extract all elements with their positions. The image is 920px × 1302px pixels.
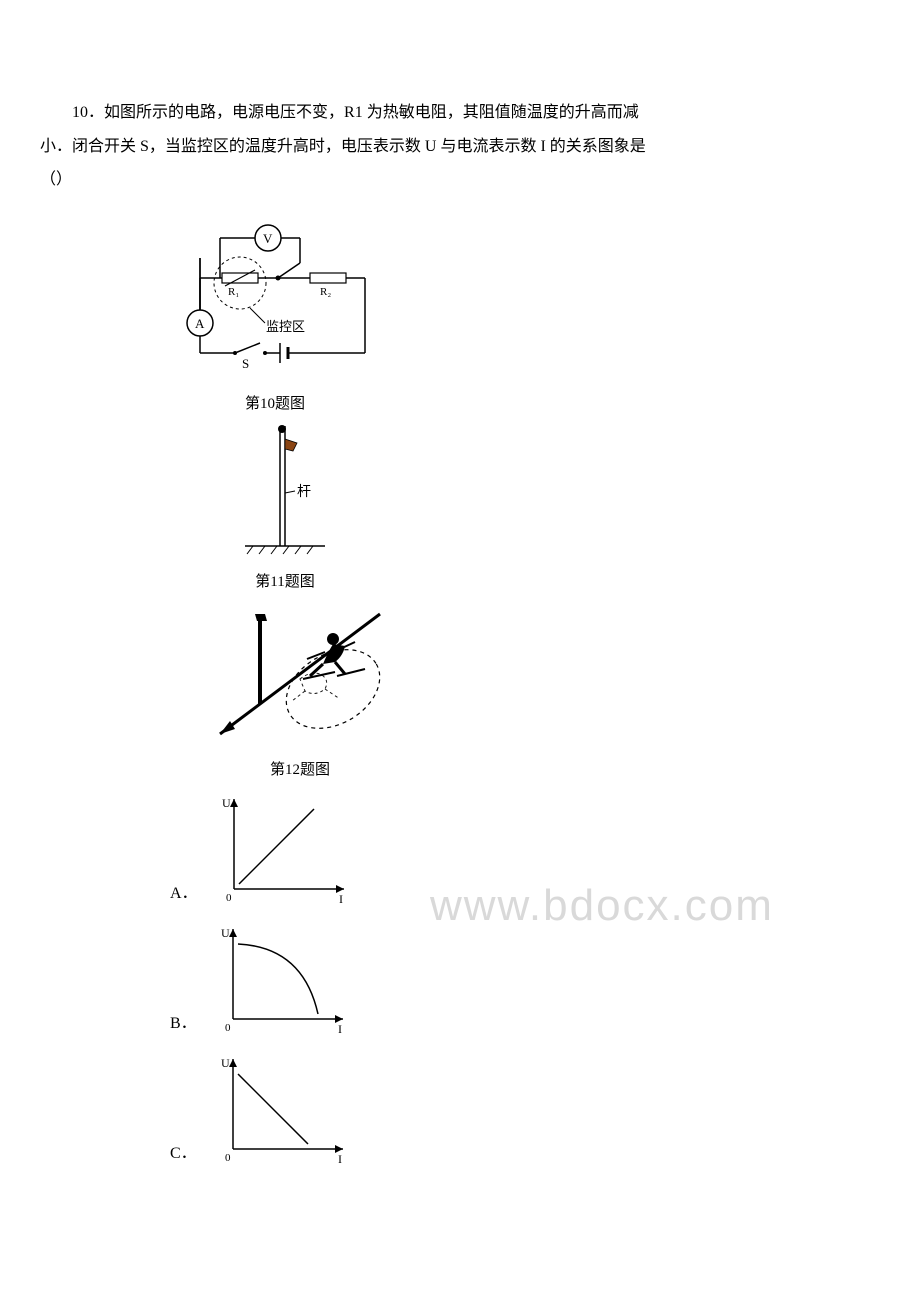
option-b-label: B． (170, 1009, 197, 1039)
option-a-label: A． (170, 879, 198, 909)
y-axis-label: U (221, 926, 230, 940)
circuit-diagram-icon: S A R₁ (170, 213, 380, 383)
question-line1: 如图所示的电路，电源电压不变，R1 为热敏电阻，其阻值随温度的升高而减 (104, 104, 639, 121)
figure-10: S A R₁ (170, 213, 880, 413)
graph-c-icon: U I 0 (203, 1049, 353, 1169)
question-text: 10．如图所示的电路，电源电压不变，R1 为热敏电阻，其阻值随温度的升高而减 (40, 100, 880, 126)
x-axis-label: I (339, 892, 343, 906)
figure-12: 第12题图 (205, 599, 880, 779)
origin-label: 0 (225, 1022, 231, 1034)
switch-label: S (242, 356, 249, 371)
x-axis-label: I (338, 1022, 342, 1036)
ammeter-label: A (195, 316, 205, 331)
graph-b-icon: U I 0 (203, 919, 353, 1039)
r1-label: R₁ (228, 286, 239, 298)
graph-a-icon: U I 0 (204, 789, 354, 909)
y-axis-label: U (222, 796, 231, 810)
option-c-label: C． (170, 1139, 197, 1169)
zone-label: 监控区 (266, 319, 305, 334)
pole-diagram-icon: 杆 (225, 421, 345, 561)
option-c: C． U I 0 (170, 1049, 880, 1169)
origin-label: 0 (225, 1152, 231, 1164)
figure-10-caption: 第10题图 (170, 392, 380, 413)
figure-11: 杆 第11题图 (225, 421, 880, 591)
option-b: B． U I 0 (170, 919, 880, 1039)
question-line2: 小．闭合开关 S，当监控区的温度升高时，电压表示数 U 与电流表示数 I 的关系… (40, 134, 880, 160)
x-axis-label: I (338, 1152, 342, 1166)
voltmeter-label: V (263, 231, 273, 246)
question-line3: （） (40, 167, 880, 193)
figure-11-caption: 第11题图 (225, 570, 345, 591)
y-axis-label: U (221, 1056, 230, 1070)
pole-label: 杆 (297, 484, 311, 500)
option-a: A． U I 0 (170, 789, 880, 909)
question-number: 10． (72, 104, 104, 121)
skier-diagram-icon (205, 599, 395, 749)
r2-label: R₂ (320, 286, 331, 298)
origin-label: 0 (226, 892, 232, 904)
figure-12-caption: 第12题图 (205, 758, 395, 779)
